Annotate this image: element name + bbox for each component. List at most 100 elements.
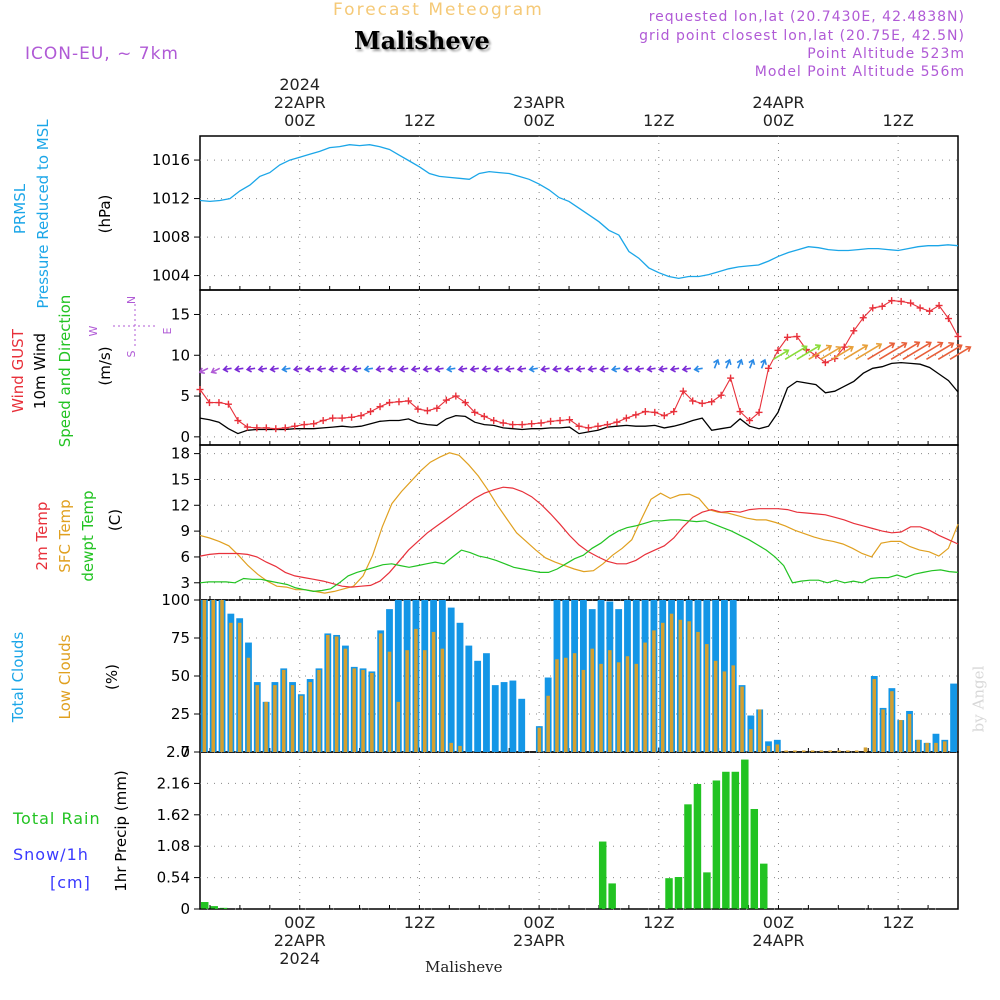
top-time-label-l3: 12Z (403, 111, 436, 130)
low-cloud-bar (722, 671, 727, 752)
wind-direction-arrowhead (669, 365, 676, 373)
wind-direction-arrowhead (198, 367, 206, 375)
wind-direction-arrowhead (316, 365, 323, 373)
top-time-label-l3: 00Z (284, 111, 316, 130)
top-time-label: 23APR 00Z (499, 76, 579, 130)
total-cloud-bar (950, 683, 957, 752)
rain-bar (750, 808, 759, 909)
low-cloud-bar (590, 648, 594, 752)
compass-s-label: S (125, 350, 138, 357)
wind-direction-arrow (878, 342, 907, 361)
rain-bar (760, 863, 768, 909)
y-tick-label: 12 (171, 496, 190, 514)
wind-direction-arrowhead (398, 365, 406, 373)
low-cloud-bar (396, 701, 401, 752)
top-time-label-l2: 24APR (752, 93, 805, 112)
wind-direction-arrowhead (914, 341, 921, 348)
total-cloud-bar (456, 622, 464, 752)
point-altitude: Point Altitude 523m (807, 46, 965, 62)
wind-direction-arrowhead (281, 365, 288, 373)
wind-direction-arrow (725, 359, 731, 369)
wind-direction-arrowhead (876, 342, 883, 350)
low-cloud-bar (757, 709, 762, 752)
low-cloud-bar (713, 660, 718, 752)
model-label: ICON-EU, ~ 7km (25, 44, 179, 64)
low-cloud-bar (440, 648, 445, 752)
wind-direction-arrowhead (493, 365, 500, 373)
wind-direction-arrowhead (328, 365, 335, 373)
low-cloud-bar (916, 739, 921, 752)
low-cloud-bar (299, 695, 304, 752)
label-snow: Snow/1h (13, 845, 89, 864)
low-cloud-bar (687, 621, 691, 752)
wind-direction-arrowhead (748, 358, 756, 365)
total-cloud-bar (394, 600, 402, 752)
wind-direction-arrowhead (434, 365, 441, 373)
low-cloud-bar (422, 650, 427, 752)
low-cloud-bar (837, 750, 841, 752)
wind-direction-arrowhead (375, 365, 382, 373)
bottom-time-label-l2: 24APR (752, 931, 805, 950)
panel-frame (199, 751, 959, 910)
wind-direction-arrowhead (469, 365, 476, 373)
low-cloud-bar (616, 662, 621, 752)
low-cloud-bar (749, 729, 753, 752)
top-time-label: 12Z (379, 76, 459, 130)
low-cloud-bar (581, 669, 586, 752)
wind-direction-arrowhead (956, 344, 963, 351)
top-time-label-l1: 2024 (279, 75, 321, 94)
wind-direction-arrow (211, 367, 221, 374)
wind-direction-arrow (784, 345, 807, 361)
wind-direction-arrowhead (634, 365, 641, 373)
low-cloud-bar (793, 750, 797, 752)
bottom-time-label: 00Z 24APR (738, 914, 818, 968)
low-cloud-bar (678, 619, 683, 752)
wind-direction-arrowhead (387, 365, 394, 373)
total-cloud-bar (465, 645, 473, 752)
wind-direction-arrowhead (222, 365, 229, 373)
low-cloud-bar (387, 651, 392, 752)
wind-direction-arrowhead (351, 365, 358, 373)
low-cloud-bar (572, 653, 577, 752)
wind-direction-arrow (867, 342, 895, 361)
y-tick-label: 0 (180, 428, 190, 446)
y-tick-label: 18 (171, 445, 190, 463)
wind-direction-arrowhead (304, 365, 311, 373)
top-time-label: 2024 22APR 00Z (260, 76, 340, 130)
low-cloud-bar (872, 679, 877, 752)
y-tick-label: 2.7 (166, 743, 190, 761)
wind-direction-arrowhead (540, 365, 547, 373)
wind-direction-arrow (820, 346, 842, 361)
low-cloud-bar (246, 657, 251, 752)
low-cloud-bar (599, 663, 603, 752)
wind-direction-arrowhead (575, 365, 582, 373)
wind-direction-arrowhead (801, 345, 808, 352)
low-cloud-bar (907, 714, 912, 752)
low-cloud-bar (308, 682, 312, 752)
rain-bar (741, 759, 749, 909)
wind-direction-arrowhead (783, 349, 790, 356)
y-tick-label: 1012 (152, 190, 190, 208)
low-cloud-bar (334, 636, 339, 752)
label-snow-unit: [cm] (50, 873, 91, 892)
y-tick-label: 50 (171, 667, 190, 685)
y-tick-label: 1.62 (157, 806, 190, 824)
low-cloud-bar (696, 631, 700, 752)
low-cloud-bar (846, 750, 850, 752)
rain-bar (210, 906, 218, 909)
bottom-time-label-l1: 12Z (643, 913, 675, 932)
y-tick-label: 1.08 (157, 837, 190, 855)
wind-direction-arrow (914, 342, 943, 361)
low-cloud-bar (361, 669, 365, 752)
top-time-label-l3: 00Z (762, 111, 795, 130)
low-cloud-bar (458, 745, 462, 752)
low-cloud-bar (237, 622, 242, 752)
bottom-time-label: 12Z (379, 914, 459, 968)
wind-direction-arrow (749, 359, 754, 369)
low-cloud-bar (810, 750, 815, 752)
top-time-label-l2: 22APR (273, 93, 326, 112)
wind-direction-arrow (713, 359, 719, 369)
low-cloud-bar (431, 631, 436, 752)
low-cloud-bar (546, 695, 550, 752)
wind-direction-arrowhead (681, 365, 688, 373)
